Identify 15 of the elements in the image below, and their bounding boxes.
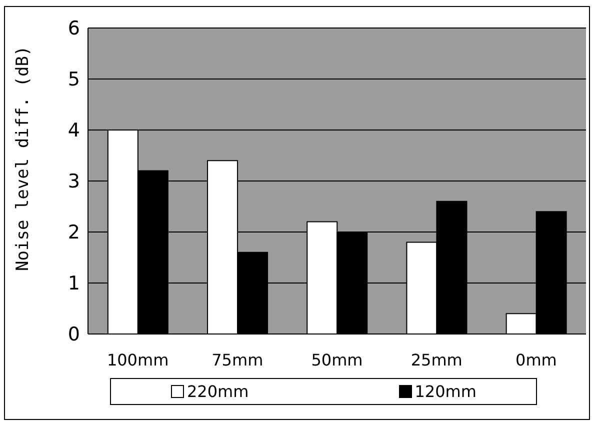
x-tick-label: 25mm [410, 350, 462, 370]
x-tick-label: 0mm [516, 350, 557, 370]
x-tick-label: 75mm [212, 350, 264, 370]
legend-label: 220mm [186, 382, 249, 401]
x-tick-label: 100mm [106, 350, 169, 370]
y-tick-label: 6 [68, 18, 80, 40]
y-tick-label: 2 [68, 222, 80, 244]
y-tick-label: 4 [68, 120, 80, 142]
y-tick-label: 5 [68, 68, 80, 91]
y-tick-label: 1 [68, 272, 80, 295]
x-tick-label: 50mm [311, 350, 363, 370]
y-axis-title: Noise level diff. (dB) [13, 46, 34, 271]
y-tick-label: 0 [68, 324, 80, 346]
legend-label: 120mm [414, 382, 476, 401]
y-tick-label: 3 [68, 170, 80, 193]
